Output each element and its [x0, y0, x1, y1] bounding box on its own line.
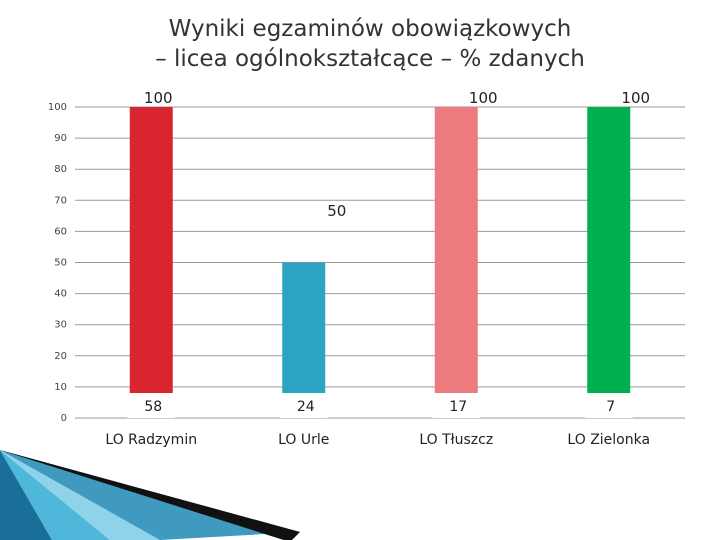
y-tick-label: 40 — [54, 289, 67, 300]
chart-title-line-1: Wyniki egzaminów obowiązkowych — [168, 16, 572, 42]
y-tick-label: 30 — [54, 320, 67, 331]
y-tick-label: 70 — [54, 195, 67, 206]
count-label: 17 — [449, 399, 467, 415]
count-label: 24 — [297, 399, 315, 415]
chart-title-line-2: – licea ogólnokształcące – % zdanych — [155, 46, 585, 72]
y-tick-label: 60 — [54, 226, 67, 237]
bar — [434, 107, 478, 418]
bar — [282, 262, 326, 418]
count-label: 58 — [144, 399, 162, 415]
count-box — [279, 393, 328, 418]
data-label: 100 — [469, 89, 498, 107]
y-tick-label: 50 — [54, 258, 67, 269]
count-box — [584, 393, 633, 418]
y-tick-label: 90 — [54, 133, 67, 144]
data-label: 100 — [621, 89, 650, 107]
data-label: 100 — [144, 89, 173, 107]
x-tick-label: LO Urle — [278, 432, 329, 448]
bar — [129, 107, 173, 418]
y-tick-label: 20 — [54, 351, 67, 362]
count-box — [127, 393, 176, 418]
y-tick-label: 80 — [54, 164, 67, 175]
x-tick-label: LO Radzymin — [105, 432, 197, 448]
bar — [587, 107, 631, 418]
count-label: 7 — [606, 399, 615, 415]
corner-decoration — [0, 450, 300, 540]
y-tick-label: 0 — [61, 413, 67, 424]
y-tick-label: 10 — [54, 382, 67, 393]
x-tick-label: LO Zielonka — [567, 432, 650, 448]
count-box — [432, 393, 481, 418]
y-tick-label: 100 — [48, 102, 67, 113]
x-tick-label: LO Tłuszcz — [419, 432, 493, 448]
chart-title: Wyniki egzaminów obowiązkowych – licea o… — [0, 14, 720, 74]
data-label: 50 — [327, 202, 346, 220]
